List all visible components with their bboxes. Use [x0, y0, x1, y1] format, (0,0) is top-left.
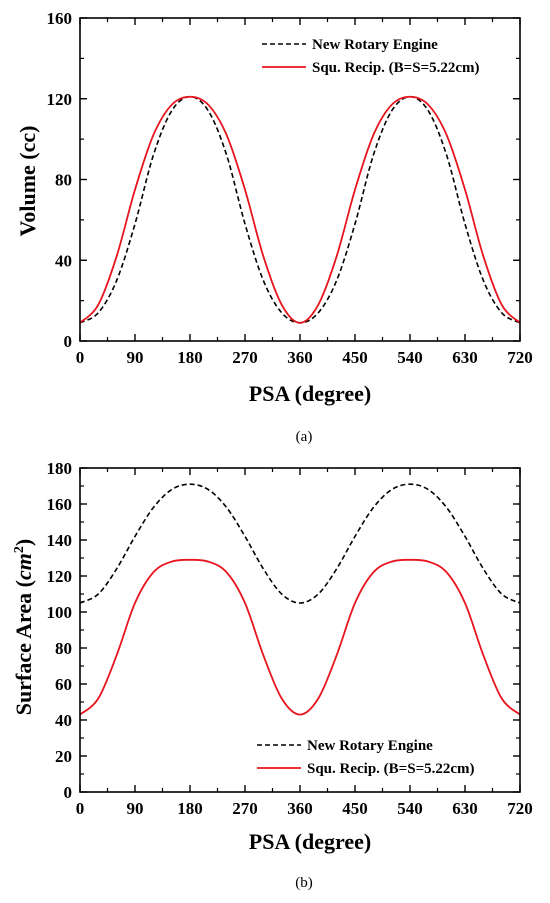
y-tick-label-b: 0 — [64, 783, 73, 802]
y-tick-label-b: 60 — [55, 675, 72, 694]
x-tick-label-b: 180 — [177, 799, 203, 818]
x-tick-label-a: 0 — [76, 348, 85, 367]
x-tick-label-b: 630 — [452, 799, 478, 818]
x-tick-label-b: 270 — [232, 799, 258, 818]
x-tick-label-b: 360 — [287, 799, 313, 818]
y-axis-title-b: Surface Area (cm2) — [11, 539, 36, 715]
y-tick-label-b: 100 — [47, 603, 73, 622]
x-axis-title-b: PSA (degree) — [249, 829, 371, 854]
y-tick-label-a: 160 — [47, 9, 73, 28]
y-axis-title-b-exp: 2 — [12, 546, 27, 553]
x-tick-label-b: 0 — [76, 799, 85, 818]
x-tick-label-a: 180 — [177, 348, 203, 367]
chart-panel-b: 0 90 180 270 360 450 540 630 720 0 20 40 60 80 100 120… — [11, 459, 533, 891]
panel-label-a: (a) — [296, 429, 313, 445]
y-tick-labels-a: 0 40 80 120 160 — [47, 9, 73, 351]
x-tick-labels-a: 0 90 180 270 360 450 540 630 720 — [76, 348, 533, 367]
x-tick-label-b: 450 — [342, 799, 368, 818]
y-tick-label-b: 20 — [55, 747, 72, 766]
x-tick-label-a: 450 — [342, 348, 368, 367]
x-tick-label-a: 270 — [232, 348, 258, 367]
x-tick-label-b: 540 — [397, 799, 423, 818]
legend-label-squ-recip-b: Squ. Recip. (B=S=5.22cm) — [307, 761, 475, 777]
axes-frame-b — [79, 467, 521, 793]
y-tick-label-a: 80 — [55, 171, 72, 190]
x-tick-label-a: 90 — [127, 348, 144, 367]
y-axis-title-b-unit: cm — [11, 553, 36, 580]
x-tick-label-a: 360 — [287, 348, 313, 367]
series-line-new-rotary-engine-b — [79, 483, 521, 604]
chart-panel-a: 0 90 180 270 360 450 540 630 720 0 40 80 120 160 PSA… — [15, 9, 533, 445]
y-tick-label-b: 40 — [55, 711, 72, 730]
legend-label-new-rotary-engine-a: New Rotary Engine — [312, 37, 438, 53]
legend-label-squ-recip-a: Squ. Recip. (B=S=5.22cm) — [312, 60, 480, 76]
y-tick-labels-b: 0 20 40 60 80 100 120 140 160 180 — [47, 459, 73, 802]
x-tick-label-a: 540 — [397, 348, 423, 367]
y-tick-label-b: 80 — [55, 639, 72, 658]
x-tick-label-b: 90 — [127, 799, 144, 818]
axes-frame-a — [79, 17, 521, 342]
plot-background-a — [80, 18, 520, 341]
series-group-b — [79, 483, 521, 716]
y-tick-label-b: 160 — [47, 495, 73, 514]
panel-label-b: (b) — [295, 875, 313, 891]
plot-area-a — [80, 18, 520, 341]
y-tick-label-b: 120 — [47, 567, 73, 586]
series-line-squ-recip-a — [79, 95, 521, 324]
y-tick-label-b: 180 — [47, 459, 73, 478]
y-tick-label-b: 140 — [47, 531, 73, 550]
x-tick-label-a: 720 — [507, 348, 533, 367]
x-tick-label-b: 720 — [507, 799, 533, 818]
legend-a: New Rotary Engine Squ. Recip. (B=S=5.22c… — [262, 37, 480, 76]
legend-b: New Rotary Engine Squ. Recip. (B=S=5.22c… — [257, 738, 475, 777]
x-tick-label-a: 630 — [452, 348, 478, 367]
plot-area-b — [80, 468, 520, 792]
series-group-a — [79, 95, 521, 324]
x-axis-title-a: PSA (degree) — [249, 381, 371, 406]
y-tick-label-a: 40 — [55, 251, 72, 270]
y-axis-title-b-close: ) — [11, 539, 36, 546]
y-tick-label-a: 0 — [64, 332, 73, 351]
plot-background-b — [80, 468, 520, 792]
legend-label-new-rotary-engine-b: New Rotary Engine — [307, 738, 433, 754]
y-axis-title-b-text: Surface Area ( — [11, 580, 36, 715]
x-tick-labels-b: 0 90 180 270 360 450 540 630 720 — [76, 799, 533, 818]
y-tick-label-a: 120 — [47, 90, 73, 109]
series-line-squ-recip-b — [79, 558, 521, 716]
y-axis-title-a: Volume (cc) — [15, 126, 40, 237]
